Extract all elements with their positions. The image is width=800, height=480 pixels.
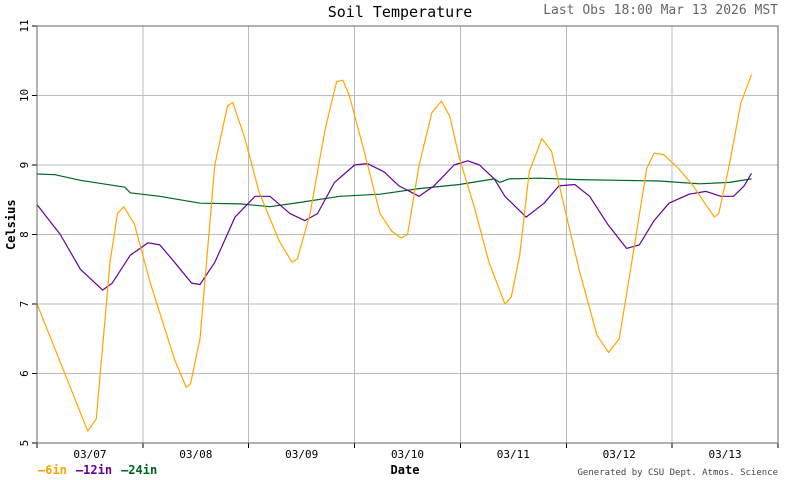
svg-text:10: 10: [18, 89, 31, 102]
last-observation: Last Obs 18:00 Mar 13 2026 MST: [543, 3, 778, 18]
series-6in: [36, 74, 753, 432]
svg-text:03/10: 03/10: [391, 448, 424, 461]
legend: —6in —12in —24in: [38, 463, 157, 477]
data-series: [36, 74, 753, 432]
legend-24in: —24in: [121, 463, 158, 477]
series-12in: [36, 160, 753, 291]
svg-text:03/12: 03/12: [603, 448, 636, 461]
svg-text:03/11: 03/11: [497, 448, 530, 461]
svg-text:03/07: 03/07: [73, 448, 106, 461]
svg-text:9: 9: [18, 162, 31, 169]
legend-12in: —12in: [75, 463, 113, 477]
gridlines: [37, 26, 778, 443]
svg-text:6: 6: [18, 370, 31, 377]
credit-text: Generated by CSU Dept. Atmos. Science: [577, 468, 778, 478]
axes: 5 6 7 8 9 10 11 03/07 03/08 03/09 03/10 03/11 03/12 0…: [18, 19, 779, 461]
x-axis-label: Date: [390, 463, 420, 477]
svg-text:03/13: 03/13: [709, 448, 742, 461]
legend-6in: —6in: [38, 463, 67, 477]
svg-text:8: 8: [18, 231, 31, 238]
svg-text:7: 7: [18, 301, 31, 308]
series-24in: [36, 173, 752, 208]
svg-text:03/08: 03/08: [179, 448, 212, 461]
chart-title: Soil Temperature: [327, 3, 473, 21]
svg-text:5: 5: [18, 440, 31, 447]
svg-text:11: 11: [18, 19, 31, 32]
svg-text:03/09: 03/09: [285, 448, 318, 461]
